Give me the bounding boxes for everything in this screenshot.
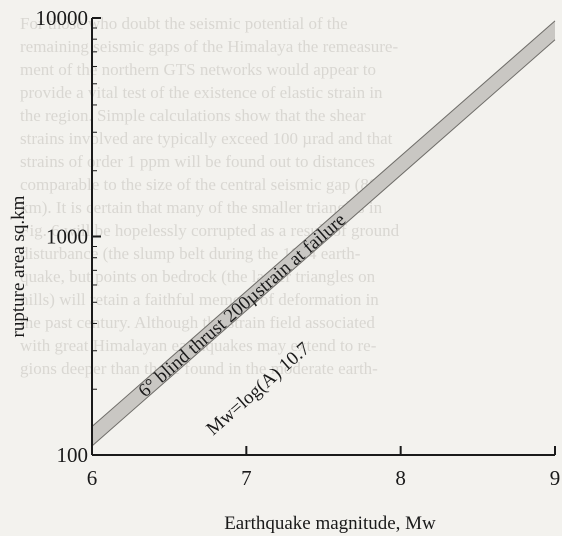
- band-lower-edge: [91, 39, 556, 447]
- x-axis-label: Earthquake magnitude, Mw: [224, 513, 436, 534]
- y-tick-label: 100: [57, 443, 89, 467]
- y-axis-label: rupture area sq.km: [8, 195, 29, 337]
- magnitude-area-band: [92, 20, 555, 446]
- background-text-line: strains involved are typically exceed 10…: [20, 129, 393, 148]
- annotation-blind-thrust: 6° blind thrust 200µstrain at failure: [134, 209, 350, 401]
- y-tick-label: 10000: [36, 6, 89, 30]
- annotation-mw-equation: Mw=log(A) 10.7: [202, 338, 314, 439]
- background-text-line: provide a vital test of the existence of…: [20, 83, 383, 102]
- background-text-line: strains of order 1 ppm will be found out…: [20, 152, 376, 171]
- x-tick-label: 9: [550, 466, 561, 490]
- y-tick-label: 1000: [46, 225, 88, 249]
- band-upper-edge: [91, 20, 556, 427]
- x-tick-label: 8: [395, 466, 406, 490]
- x-tick-label: 6: [87, 466, 98, 490]
- background-text-line: km). It is certain that many of the smal…: [20, 198, 383, 217]
- x-tick-label: 7: [241, 466, 252, 490]
- background-text-line: the region. Simple calculations show tha…: [20, 106, 366, 125]
- background-text-line: ment of the northern GTS networks would …: [20, 60, 376, 79]
- background-text-line: Fig. 6 will be hopelessly corrupted as a…: [20, 221, 400, 240]
- background-text-line: comparable to the size of the central se…: [20, 175, 386, 194]
- background-text-line: remaining seismic gaps of the Himalaya t…: [20, 37, 399, 56]
